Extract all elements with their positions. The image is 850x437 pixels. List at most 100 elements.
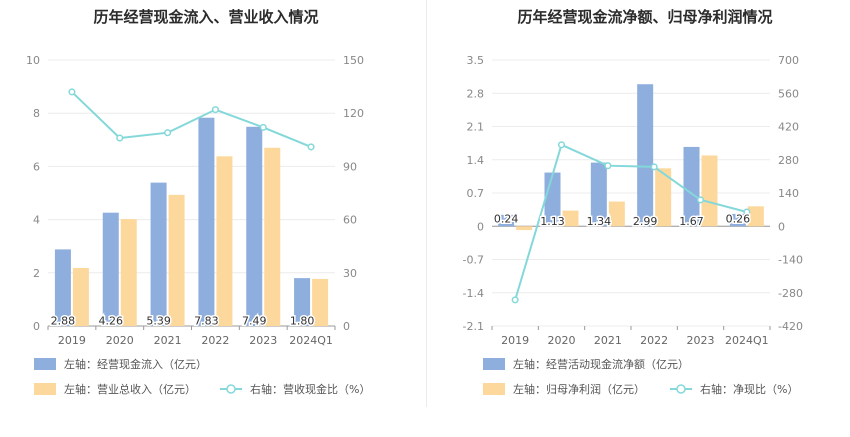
left-axis-tick-label: 2.8	[467, 87, 485, 100]
x-axis-tick-label: 2020	[548, 334, 576, 347]
ratio-point	[307, 143, 315, 151]
data-label: 1.67	[679, 215, 704, 228]
bar-primary	[54, 249, 71, 326]
ratio-point	[164, 129, 172, 137]
bar-secondary	[264, 147, 281, 326]
bar-secondary	[72, 268, 89, 326]
left-axis-tick-label: 2.1	[467, 121, 485, 134]
right-axis-tick-label: -140	[778, 254, 803, 267]
bar-primary	[246, 126, 263, 327]
bar-primary	[294, 278, 311, 326]
data-label: 1.34	[587, 215, 612, 228]
ratio-point	[696, 196, 705, 204]
bar-secondary	[747, 206, 764, 227]
left-axis-tick-label: 0.7	[467, 187, 485, 200]
x-axis-tick-label: 2021	[594, 334, 622, 347]
ratio-point	[650, 163, 658, 171]
legend-swatch	[483, 358, 505, 370]
legend-label: 左轴：归母净利润（亿元）	[513, 382, 645, 396]
data-label: 5.39	[146, 315, 171, 328]
ratio-point	[68, 88, 76, 96]
right-axis-tick-label: 0	[343, 320, 350, 333]
ratio-point	[116, 134, 124, 142]
chart-title: 历年经营现金流入、营业收入情况	[93, 8, 318, 26]
right-axis-tick-label: 0	[778, 220, 785, 233]
bar-primary	[150, 182, 167, 326]
bar-secondary	[312, 278, 329, 326]
x-axis-tick-label: 2019	[58, 334, 86, 347]
data-label: 1.13	[540, 215, 565, 228]
data-label: 2.88	[51, 315, 76, 328]
left-axis-tick-label: 1.4	[467, 154, 485, 167]
chart-panel-net-cashflow-profit: 历年经营现金流净额、归母净利润情况 -2.1 -1.4 -0.7 0 0.7 1.4 2.1 2…	[425, 0, 850, 437]
x-axis-tick-label: 2021	[154, 334, 182, 347]
bar-secondary	[608, 201, 625, 227]
ratio-point	[211, 106, 219, 114]
right-axis-tick-label: 30	[343, 267, 357, 280]
right-axis-tick-label: -280	[778, 287, 803, 300]
left-axis-tick-label: 6	[33, 160, 40, 173]
bar-primary	[198, 117, 215, 326]
ratio-point	[259, 123, 267, 131]
ratio-line	[514, 143, 748, 301]
bar-primary	[590, 162, 607, 227]
bar-secondary	[216, 156, 233, 326]
left-axis-tick-label: -2.1	[463, 320, 484, 333]
left-axis-tick-label: 8	[33, 107, 40, 120]
right-axis-tick-label: 60	[343, 214, 357, 227]
x-axis-tick-label: 2019	[501, 334, 529, 347]
bar-secondary	[655, 168, 672, 227]
legend-label: 右轴：营收现金比（%）	[250, 382, 370, 396]
left-axis-tick-label: -1.4	[463, 287, 484, 300]
bar-secondary	[168, 194, 185, 326]
ratio-point	[604, 162, 612, 170]
right-axis-tick-label: 140	[778, 187, 799, 200]
data-label: 2.99	[633, 215, 658, 228]
bar-primary	[729, 213, 746, 227]
right-axis-tick-label: 150	[343, 54, 364, 67]
legend-swatch-marker	[226, 384, 236, 394]
x-axis-tick-label: 2022	[640, 334, 668, 347]
right-axis-tick-label: 90	[343, 160, 357, 173]
x-axis-tick-label: 2024Q1	[725, 334, 769, 347]
ratio-point	[743, 208, 751, 216]
bar-primary	[102, 212, 119, 326]
right-axis-tick-label: -420	[778, 320, 803, 333]
legend-swatch	[483, 383, 505, 395]
left-axis-tick-label: 2	[33, 267, 40, 280]
net-cashflow-profit-chart: 历年经营现金流净额、归母净利润情况 -2.1 -1.4 -0.7 0 0.7 1.4 2.1 2…	[463, 8, 803, 396]
chart-panel-cashflow-revenue: 历年经营现金流入、营业收入情况 0 2 4 6 8 10 0 30 60 90 120 150 2019 2…	[26, 8, 370, 396]
data-label: 4.26	[99, 315, 124, 328]
data-label: 0.24	[494, 212, 519, 225]
right-axis-tick-label: 700	[778, 54, 799, 67]
bar-primary	[498, 214, 515, 227]
left-axis-tick-label: 10	[26, 54, 40, 67]
ratio-point	[557, 141, 566, 149]
legend-label: 右轴：净现比（%）	[700, 382, 798, 396]
legend-label: 左轴：经营活动现金流净额（亿元）	[513, 357, 689, 371]
data-label: 7.83	[194, 315, 219, 328]
legend-swatch-marker	[676, 384, 686, 394]
right-axis-tick-label: 120	[343, 107, 364, 120]
left-axis-tick-label: 0	[33, 320, 40, 333]
legend-label: 左轴：经营现金流入（亿元）	[64, 357, 207, 371]
x-axis-tick-label: 2022	[201, 334, 229, 347]
data-label: 0.26	[726, 212, 751, 225]
bar-primary	[683, 146, 700, 227]
x-axis-tick-label: 2023	[687, 334, 715, 347]
left-axis-tick-label: 3.5	[467, 54, 485, 67]
ratio-point	[511, 296, 519, 304]
x-axis-tick-label: 2023	[249, 334, 277, 347]
legend-label: 左轴：营业总收入（亿元）	[64, 382, 196, 396]
cashflow-revenue-chart: 历年经营现金流入、营业收入情况 0 2 4 6 8 10 0 30 60 90 120 150 2019 2…	[26, 8, 370, 396]
legend-swatch	[34, 383, 56, 395]
bar-primary	[637, 84, 654, 227]
data-label: 1.80	[290, 315, 315, 328]
right-axis-tick-label: 560	[778, 87, 799, 100]
right-axis-tick-label: 420	[778, 121, 799, 134]
x-axis-tick-label: 2020	[106, 334, 134, 347]
data-label: 7.49	[242, 315, 267, 328]
chart-title: 历年经营现金流净额、归母净利润情况	[517, 8, 772, 26]
right-axis-tick-label: 280	[778, 154, 799, 167]
x-axis-tick-label: 2024Q1	[289, 334, 333, 347]
